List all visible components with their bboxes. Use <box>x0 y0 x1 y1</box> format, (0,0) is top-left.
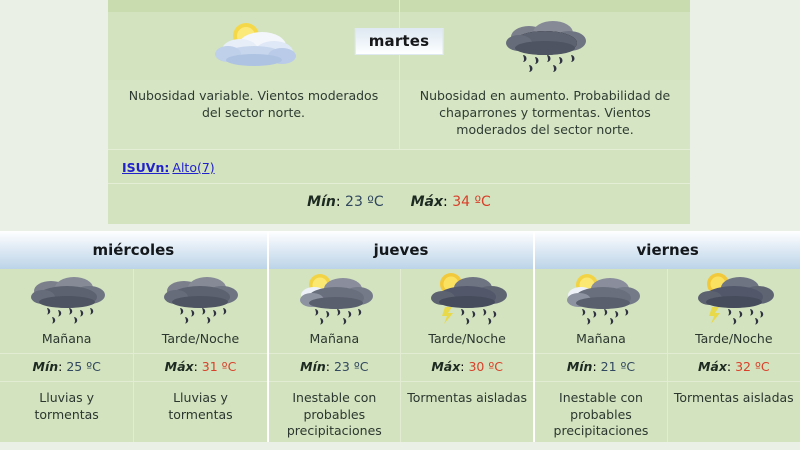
sun-behind-clouds-icon <box>202 16 306 76</box>
forecast-day-header-friday[interactable]: viernes <box>533 231 800 269</box>
uv-index-label[interactable]: ISUVn: <box>122 159 170 175</box>
today-description-evening: Nubosidad en aumento. Probabilidad de ch… <box>399 80 690 149</box>
forecast-icon-thursday-evening <box>401 269 533 331</box>
temp-value: 23 ºC <box>333 359 369 374</box>
forecast-temp-wednesday-evening: Máx: 31 ºC <box>134 353 267 382</box>
temp-value: 30 ºC <box>468 359 503 374</box>
today-max-separator: : <box>443 193 453 210</box>
forecast-day-header-wednesday[interactable]: miércoles <box>92 241 175 259</box>
today-max-value: 34 ºC <box>452 193 491 210</box>
temp-separator: : <box>726 359 736 374</box>
forecast-temp-thursday-evening: Máx: 30 ºC <box>400 353 534 382</box>
today-min-separator: : <box>335 193 346 210</box>
forecast-cell-friday-morning: Mañana Mín: 21 ºC Inestable con probable… <box>533 269 667 442</box>
today-temperature-row: Mín: 23 ºC Máx: 34 ºC <box>108 182 690 224</box>
temp-label: Máx <box>431 359 461 374</box>
today-period-header-evening: Tarde/Noche <box>399 0 690 12</box>
today-min-value: 23 ºC <box>345 193 384 210</box>
today-icon-cell-evening <box>399 12 690 80</box>
temp-separator: : <box>193 359 202 374</box>
sun-behind-rain-cloud-icon <box>555 271 647 329</box>
forecast-period-thursday-morning: Mañana <box>309 331 360 346</box>
today-forecast-panel: Mañana Tarde/Noche <box>108 0 690 224</box>
temp-separator: : <box>58 359 67 374</box>
forecast-day-headers: miércoles jueves viernes <box>0 231 800 269</box>
uv-index-row: ISUVn: Alto(7) <box>108 148 690 183</box>
today-description-morning: Nubosidad variable. Vientos moderados de… <box>128 88 379 120</box>
forecast-period-thursday-evening: Tarde/Noche <box>428 331 506 346</box>
forecast-period-wednesday-evening: Tarde/Noche <box>161 331 240 346</box>
temp-label: Mín <box>566 359 593 374</box>
today-period-headers: Mañana Tarde/Noche <box>108 0 690 12</box>
temp-separator: : <box>592 359 601 374</box>
forecast-columns: Mañana Mín: 25 ºC Lluvias y tormentas <box>0 269 800 442</box>
forecast-cell-friday-evening: Tarde/Noche Máx: 32 ºC Tormentas aislada… <box>666 269 800 442</box>
today-description-row: Nubosidad variable. Vientos moderados de… <box>108 80 690 149</box>
today-icon-row: martes <box>108 12 690 80</box>
forecast-temp-thursday-morning: Mín: 23 ºC <box>268 353 400 382</box>
forecast-sky-thursday-morning: Inestable con probables precipitaciones <box>286 390 382 439</box>
sun-behind-rain-cloud-icon <box>288 271 380 329</box>
sun-behind-storm-cloud-icon <box>421 271 513 329</box>
temp-value: 25 ºC <box>66 359 101 374</box>
today-day-label: martes <box>354 28 444 55</box>
forecast-icon-friday-evening <box>668 269 800 331</box>
extended-forecast-panel: miércoles jueves viernes <box>0 231 800 442</box>
forecast-cell-wednesday-morning: Mañana Mín: 25 ºC Lluvias y tormentas <box>0 269 134 442</box>
forecast-day-header-thursday[interactable]: jueves <box>266 231 534 269</box>
forecast-sky-friday-morning: Inestable con probables precipitaciones <box>553 390 649 439</box>
forecast-cell-thursday-morning: Mañana Mín: 23 ºC Inestable con probable… <box>266 269 400 442</box>
rain-cloud-icon <box>495 15 595 77</box>
temp-label: Máx <box>164 359 194 374</box>
temp-separator: : <box>460 359 469 374</box>
today-max-label: Máx <box>410 193 444 210</box>
forecast-icon-wednesday-evening <box>134 269 266 331</box>
temp-label: Mín <box>32 359 59 374</box>
temp-separator: : <box>325 359 334 374</box>
temp-value: 21 ºC <box>600 359 636 374</box>
uv-index-value[interactable]: Alto(7) <box>172 159 215 175</box>
forecast-sky-thursday-evening: Tormentas aisladas <box>407 390 528 405</box>
forecast-temp-wednesday-morning: Mín: 25 ºC <box>0 353 134 382</box>
today-min-label: Mín <box>307 193 336 210</box>
forecast-cell-wednesday-evening: Tarde/Noche Máx: 31 ºC Lluvias y torment… <box>133 269 267 442</box>
temp-value: 32 ºC <box>735 359 770 374</box>
forecast-icon-wednesday-morning <box>0 269 133 331</box>
temp-value: 31 ºC <box>201 359 237 374</box>
forecast-sky-wednesday-evening: Lluvias y tormentas <box>168 390 233 422</box>
rain-cloud-icon <box>21 271 113 329</box>
forecast-period-wednesday-morning: Mañana <box>41 331 92 346</box>
rain-cloud-icon <box>154 271 246 329</box>
sun-behind-storm-cloud-icon <box>688 271 780 329</box>
forecast-sky-friday-evening: Tormentas aisladas <box>673 390 794 405</box>
forecast-period-friday-morning: Mañana <box>576 331 626 346</box>
forecast-icon-friday-morning <box>535 269 666 331</box>
forecast-temp-friday-morning: Mín: 21 ºC <box>535 353 667 382</box>
temp-label: Máx <box>697 359 727 374</box>
today-icon-cell-morning <box>108 12 399 80</box>
forecast-sky-wednesday-morning: Lluvias y tormentas <box>34 390 99 422</box>
forecast-temp-friday-evening: Máx: 32 ºC <box>667 353 800 382</box>
forecast-cell-thursday-evening: Tarde/Noche Máx: 30 ºC Tormentas aislada… <box>399 269 534 442</box>
today-period-header-morning: Mañana <box>108 0 399 12</box>
forecast-period-friday-evening: Tarde/Noche <box>695 331 773 346</box>
forecast-icon-thursday-morning <box>269 269 400 331</box>
temp-label: Mín <box>300 359 326 374</box>
